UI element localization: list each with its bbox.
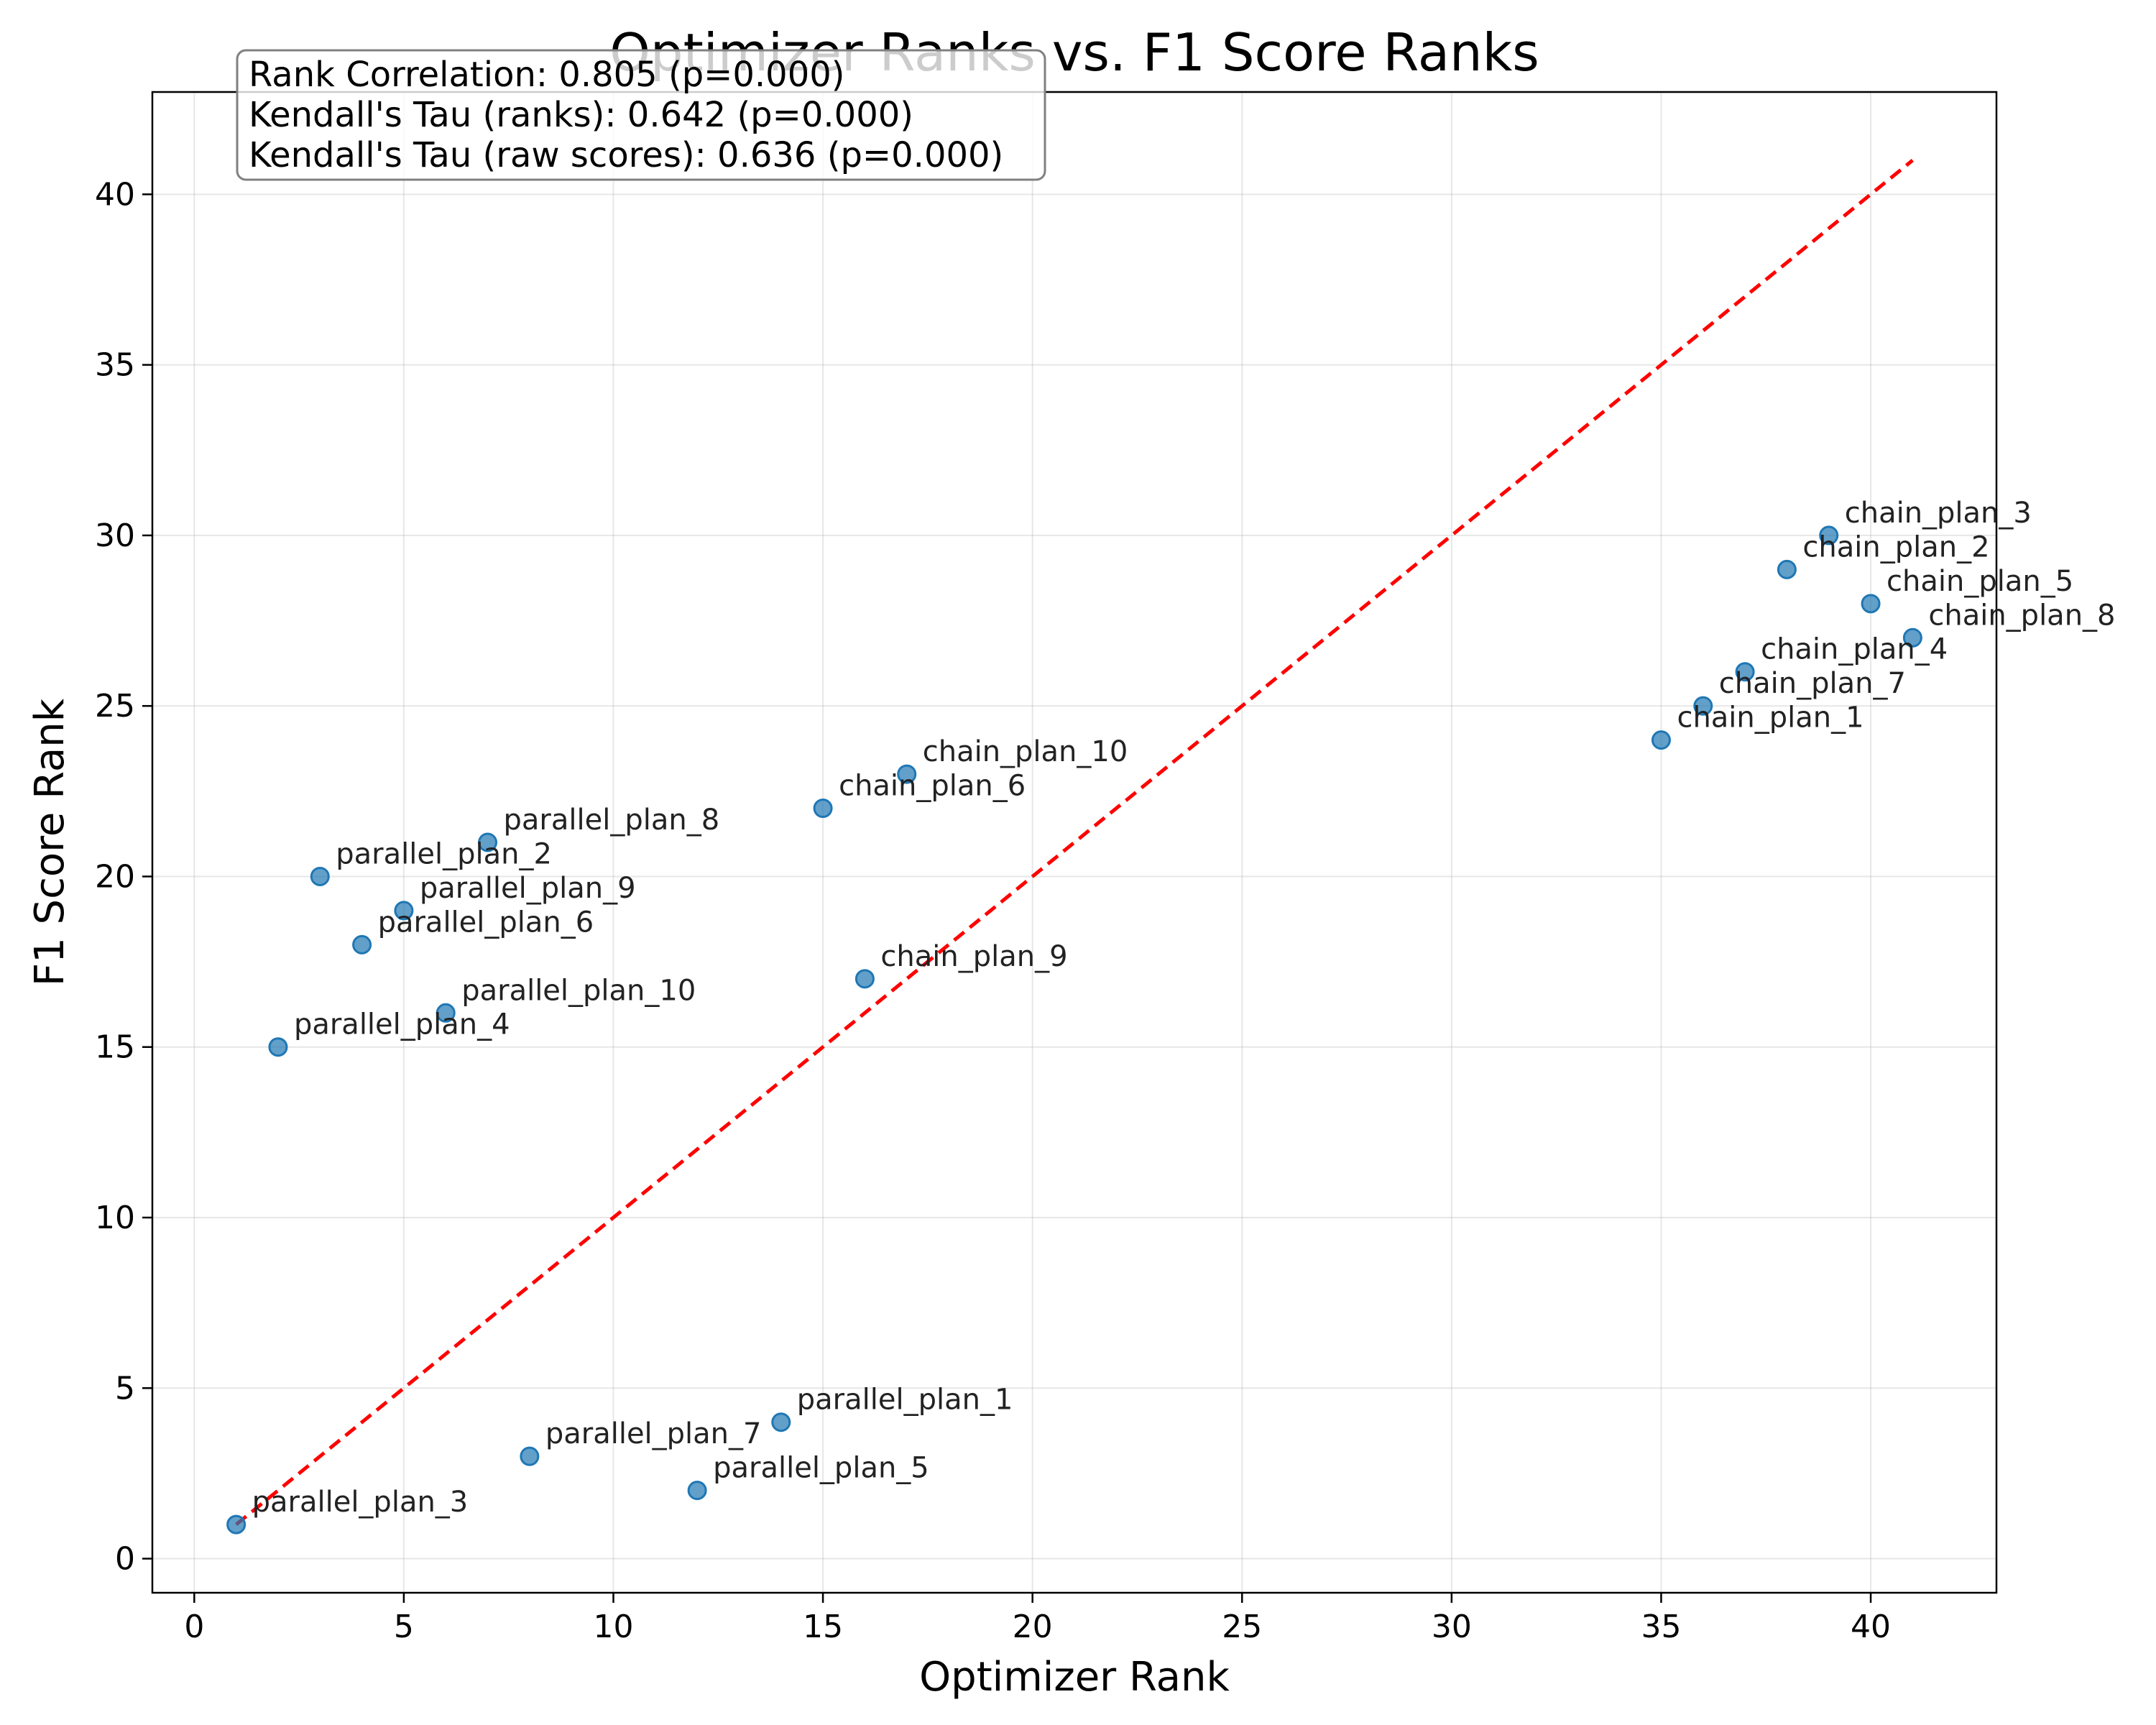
x-axis-label: Optimizer Rank xyxy=(919,1654,1230,1701)
y-tick-label: 30 xyxy=(95,518,135,554)
point-label-layer: parallel_plan_3parallel_plan_4parallel_p… xyxy=(252,497,2116,1519)
x-tick-label: 5 xyxy=(394,1609,414,1645)
x-tick-label: 0 xyxy=(184,1609,204,1645)
plot-frame xyxy=(151,91,1998,1594)
data-point-label: parallel_plan_7 xyxy=(545,1417,762,1450)
data-point xyxy=(1651,730,1671,750)
data-point xyxy=(520,1446,540,1466)
y-axis-label: F1 Score Rank xyxy=(27,698,73,986)
data-point-label: parallel_plan_10 xyxy=(461,974,696,1007)
data-point-label: chain_plan_7 xyxy=(1719,667,1906,700)
x-tick-label: 20 xyxy=(1013,1609,1053,1645)
data-point-label: parallel_plan_1 xyxy=(797,1384,1013,1417)
x-tick-label: 35 xyxy=(1641,1609,1681,1645)
data-point-label: chain_plan_3 xyxy=(1845,497,2032,530)
data-point-label: chain_plan_4 xyxy=(1761,633,1948,666)
tick-layer: 0 5 10 15 20 25 30 35 40 0 5 10 15 20 25 30 35 40 xyxy=(95,176,1891,1645)
data-point xyxy=(394,901,414,921)
data-point-label: chain_plan_8 xyxy=(1928,599,2115,632)
data-point xyxy=(478,832,498,852)
data-point-label: chain_plan_2 xyxy=(1802,530,1989,564)
data-point-label: chain_plan_1 xyxy=(1677,702,1864,735)
y-tick-label: 0 xyxy=(115,1541,135,1578)
y-tick-label: 40 xyxy=(95,176,135,213)
y-tick-label: 20 xyxy=(95,858,135,895)
data-point xyxy=(436,1003,456,1023)
data-point xyxy=(310,866,330,886)
data-point-label: parallel_plan_8 xyxy=(504,804,720,837)
data-point-label: chain_plan_5 xyxy=(1886,565,2073,598)
point-layer xyxy=(226,525,1922,1535)
stats-kendall-tau-raw: Kendall's Tau (raw scores): 0.636 (p=0.0… xyxy=(249,135,1003,175)
grid-layer xyxy=(152,92,1996,1593)
data-point xyxy=(1777,559,1797,579)
stats-kendall-tau-ranks: Kendall's Tau (ranks): 0.642 (p=0.000) xyxy=(249,95,913,135)
data-point-label: chain_plan_9 xyxy=(880,940,1067,973)
data-point xyxy=(897,764,917,784)
data-point xyxy=(813,799,833,819)
data-point-label: parallel_plan_9 xyxy=(420,872,636,905)
data-point-label: parallel_plan_3 xyxy=(252,1486,469,1519)
stats-annotation-box: Rank Correlation: 0.805 (p=0.000) Kendal… xyxy=(236,49,1046,181)
y-tick-label: 10 xyxy=(95,1200,135,1236)
x-tick-label: 10 xyxy=(594,1609,634,1645)
data-point xyxy=(771,1412,791,1432)
x-tick-label: 25 xyxy=(1222,1609,1262,1645)
data-point-label: parallel_plan_2 xyxy=(336,837,552,870)
data-point xyxy=(1735,662,1755,682)
y-tick-label: 25 xyxy=(95,688,135,724)
y-tick-label: 15 xyxy=(95,1029,135,1066)
data-point-label: parallel_plan_6 xyxy=(378,906,594,939)
data-point-label: parallel_plan_5 xyxy=(713,1452,929,1485)
data-point xyxy=(1819,525,1839,546)
data-point xyxy=(1861,594,1881,614)
y-tick-label: 5 xyxy=(115,1370,135,1407)
data-point xyxy=(226,1514,247,1535)
reference-diagonal-line xyxy=(235,158,1914,1527)
x-tick-label: 30 xyxy=(1432,1609,1472,1645)
x-tick-label: 40 xyxy=(1851,1609,1891,1645)
y-tick-label: 35 xyxy=(95,347,135,384)
stats-rank-correlation: Rank Correlation: 0.805 (p=0.000) xyxy=(249,55,845,95)
data-point xyxy=(352,934,372,954)
data-point xyxy=(1902,627,1922,648)
data-point xyxy=(1693,696,1713,716)
x-tick-label: 15 xyxy=(803,1609,843,1645)
data-point-label: chain_plan_10 xyxy=(923,735,1128,768)
data-point xyxy=(854,969,875,989)
data-point-label: parallel_plan_4 xyxy=(294,1008,510,1041)
data-point xyxy=(687,1481,707,1501)
data-point-label: chain_plan_6 xyxy=(839,770,1026,803)
stats-box-background xyxy=(236,49,1046,181)
data-point xyxy=(268,1037,288,1057)
